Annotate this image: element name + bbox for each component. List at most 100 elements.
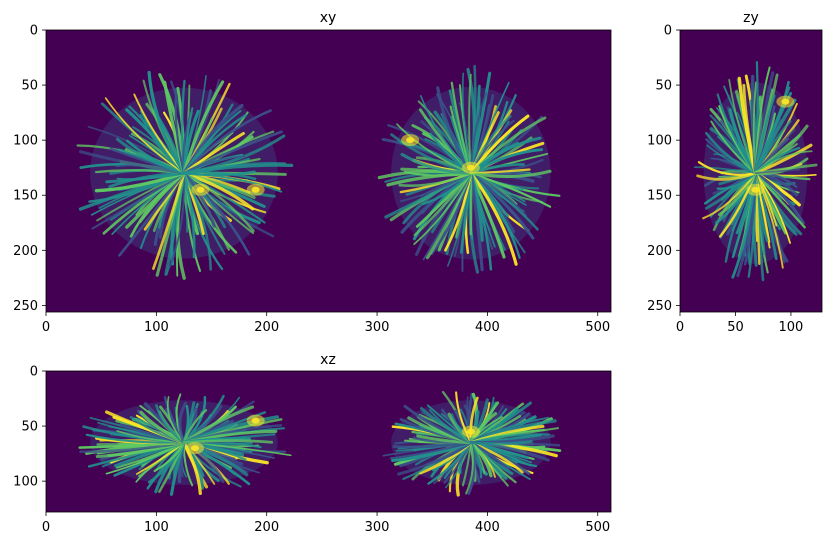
strand <box>147 70 186 175</box>
strand <box>469 433 551 444</box>
strand <box>104 97 185 175</box>
y-tick-label: 150 <box>647 189 672 204</box>
strand <box>178 401 188 445</box>
bright-spot-core <box>751 186 760 193</box>
strand <box>182 80 225 175</box>
strand <box>153 441 186 473</box>
strand <box>469 171 484 272</box>
x-tick-label: 200 <box>254 520 279 535</box>
strand <box>182 170 256 177</box>
panel-xy: xy 0 100 200 300 400 500 0 50 100 150 200 250 <box>13 10 612 335</box>
x-tick-label: 0 <box>676 320 684 335</box>
strand <box>78 150 186 175</box>
strand <box>182 171 255 211</box>
y-tick-label: 100 <box>13 134 38 149</box>
x-tick-label: 100 <box>144 520 169 535</box>
bright-spot-core <box>251 417 260 424</box>
strand <box>753 143 813 175</box>
strand <box>716 172 757 190</box>
axes-frame <box>679 29 823 313</box>
strand <box>754 94 776 175</box>
y-tick-label: 250 <box>647 299 672 314</box>
y-tick-label: 150 <box>13 189 38 204</box>
strand <box>182 163 294 175</box>
bright-spot-core <box>406 137 415 144</box>
y-tick-label: 200 <box>647 244 672 259</box>
strand <box>398 171 473 187</box>
strand <box>182 409 208 444</box>
x-tick-label: 100 <box>779 320 804 335</box>
x-tick-label: 300 <box>365 320 390 335</box>
strand <box>469 171 518 266</box>
strand <box>125 139 186 175</box>
image-content <box>76 64 561 280</box>
y-tick-label: 100 <box>647 134 672 149</box>
strand <box>469 172 552 208</box>
x-tick-label: 300 <box>365 520 390 535</box>
image-content <box>78 390 562 497</box>
strand <box>710 120 757 175</box>
strand <box>116 172 185 180</box>
strand <box>182 109 272 175</box>
strand <box>469 439 533 446</box>
strand <box>182 171 212 271</box>
x-tick-label: 0 <box>42 320 50 335</box>
strand <box>118 171 186 257</box>
panel-xz: xz 0 100 200 300 400 500 0 50 100 <box>13 352 612 535</box>
x-tick-label: 500 <box>585 520 610 535</box>
axes-frame <box>45 29 612 313</box>
strand <box>183 155 246 175</box>
strand <box>754 172 791 244</box>
strand <box>182 171 196 259</box>
y-tick-label: 250 <box>13 299 38 314</box>
x-tick-label: 100 <box>144 320 169 335</box>
panel-zy: zy 0 50 100 0 50 100 150 200 250 <box>647 10 823 335</box>
strand <box>390 133 473 175</box>
strand <box>753 171 805 225</box>
title-xy: xy <box>320 10 337 26</box>
strand <box>754 168 801 175</box>
strand <box>413 172 472 246</box>
y-tick-label: 0 <box>30 365 38 380</box>
x-tick-label: 400 <box>475 520 500 535</box>
strand <box>702 172 757 220</box>
bright-spot-core <box>251 186 260 193</box>
y-tick-label: 50 <box>655 79 672 94</box>
x-tick-label: 500 <box>585 320 610 335</box>
strand <box>94 171 186 193</box>
strand <box>693 166 757 175</box>
strand <box>455 391 472 444</box>
x-tick-label: 400 <box>475 320 500 335</box>
strand <box>697 161 757 176</box>
bright-spot-core <box>466 428 475 435</box>
strand <box>91 172 185 230</box>
strand <box>469 169 552 179</box>
x-tick-label: 50 <box>727 320 744 335</box>
strand <box>165 172 186 276</box>
y-tick-label: 0 <box>30 24 38 39</box>
strand <box>469 71 492 175</box>
y-tick-label: 0 <box>664 24 672 39</box>
y-tick-label: 50 <box>21 420 38 435</box>
x-tick-label: 0 <box>42 520 50 535</box>
strand <box>754 150 813 175</box>
bright-spot-core <box>190 445 199 452</box>
image-content <box>693 61 818 282</box>
bright-spot-core <box>196 186 205 193</box>
strand <box>182 439 274 444</box>
y-tick-label: 200 <box>13 244 38 259</box>
strand <box>400 152 473 175</box>
strand <box>705 131 757 175</box>
bright-spot-core <box>781 98 790 105</box>
title-zy: zy <box>743 10 759 26</box>
strand <box>182 171 255 233</box>
axes-frame <box>45 370 612 513</box>
strand <box>174 87 185 175</box>
strand <box>465 441 474 495</box>
bright-spot-core <box>466 164 475 171</box>
title-xz: xz <box>320 352 336 368</box>
y-tick-label: 50 <box>21 79 38 94</box>
x-tick-label: 200 <box>254 320 279 335</box>
strand <box>152 171 186 270</box>
